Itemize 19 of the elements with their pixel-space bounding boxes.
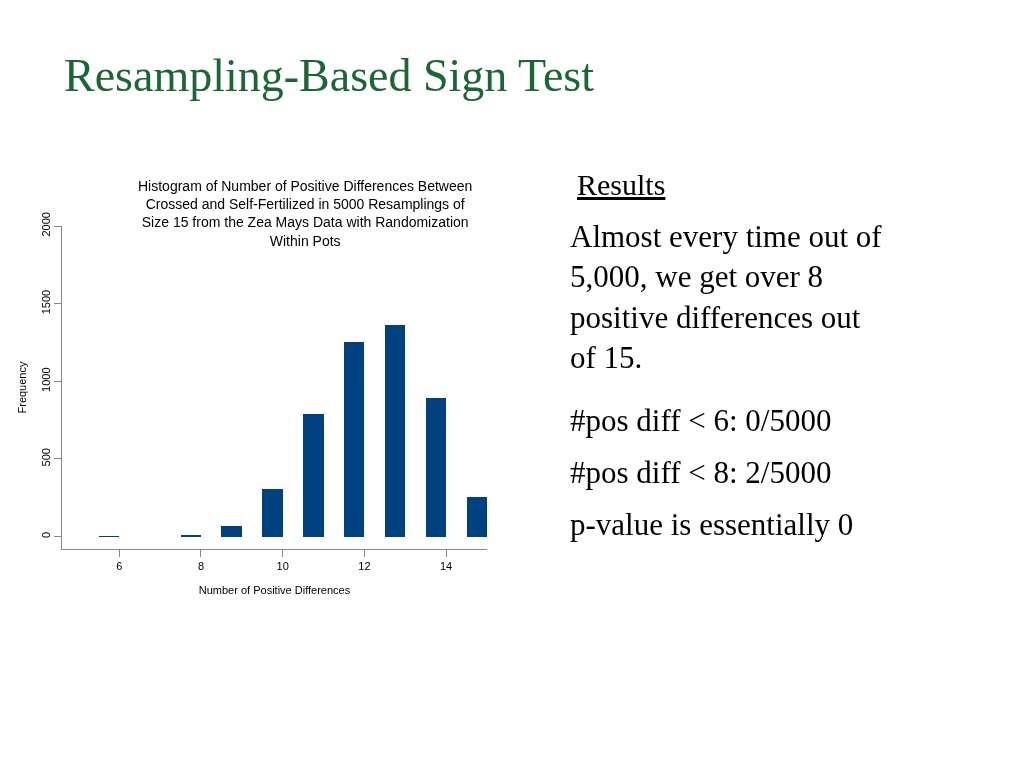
x-axis-title: Number of Positive Differences [198, 584, 351, 597]
chart-title: Resampling-Based Sign Test [64, 50, 595, 101]
x-tick-label: 14 [440, 560, 453, 573]
x-tick-label: 12 [358, 560, 371, 573]
y-tick-label: 2000 [39, 212, 52, 237]
y-tick-label: 1500 [39, 289, 52, 315]
text: Almost every time out of 5,000, we get over 8 positive differences out of 15. [570, 219, 883, 375]
x-tick-label: 6 [116, 560, 123, 573]
y-tick-label: 500 [39, 448, 52, 467]
x-tick-label: 10 [276, 560, 289, 573]
y-axis-title: Frequency [16, 361, 29, 414]
text: #pos diff < 8: 2/5000 [570, 455, 832, 490]
text: p-value is essentially 0 [570, 507, 854, 542]
chart-subtitle: Histogram of Number of Positive Differences Between Crossed and Self-Fertilized in 5000 Resamplings of Size 15 from the Zea Mays Data with Randomization Within Pots [138, 178, 473, 249]
text: #pos diff < 6: 0/5000 [570, 403, 832, 438]
text: Results [577, 168, 666, 201]
y-tick-label: 0 [39, 531, 52, 538]
y-tick-label: 1000 [39, 367, 52, 392]
x-tick-label: 8 [197, 560, 204, 573]
